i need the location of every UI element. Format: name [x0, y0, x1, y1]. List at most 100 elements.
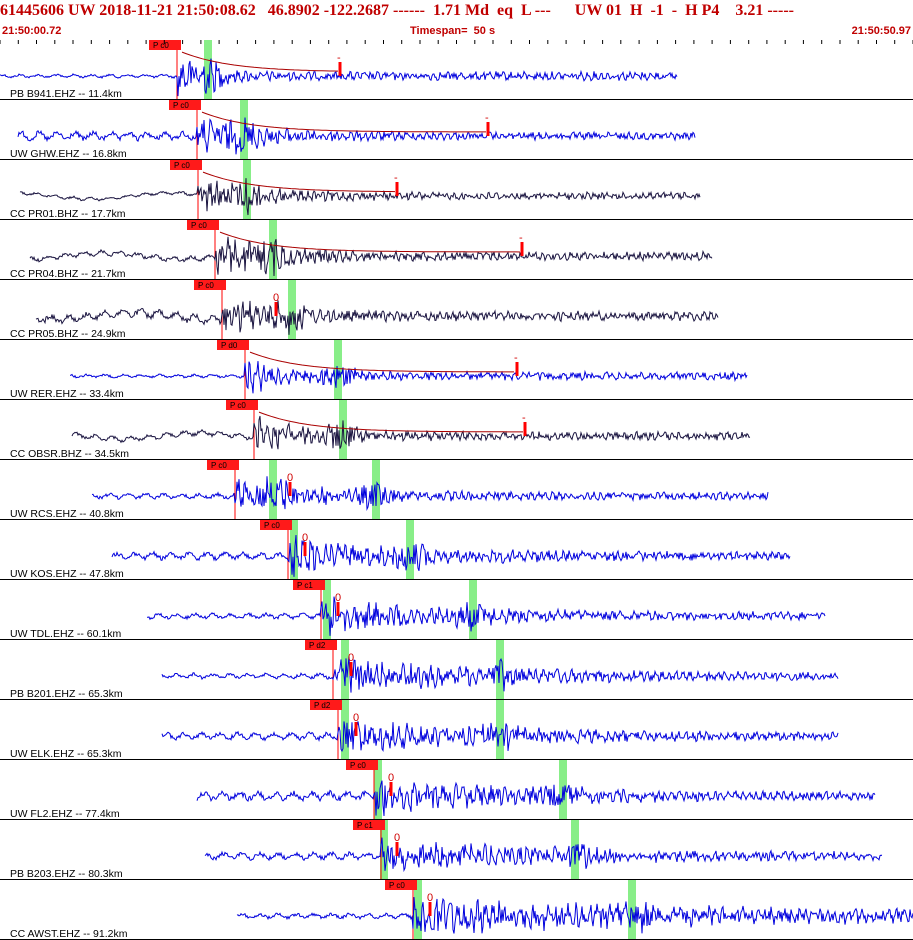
trace-row[interactable]: 0 P d2 PB B201.EHZ -- 65.3km	[0, 640, 913, 700]
waveform	[161, 721, 839, 753]
phase-window	[380, 820, 388, 880]
trace-row[interactable]: - P c0 CC PR04.BHZ -- 21.7km	[0, 220, 913, 280]
phase-window	[290, 520, 298, 580]
station-label: PB B203.EHZ -- 80.3km	[10, 868, 123, 880]
pick-tag[interactable]	[217, 340, 249, 350]
trace-row[interactable]: 0 P c1 PB B203.EHZ -- 80.3km	[0, 820, 913, 880]
pick-tag-label: P c0	[198, 281, 214, 290]
coda-marker-label: 0	[273, 292, 279, 304]
coda-marker[interactable]	[274, 302, 278, 316]
coda-marker[interactable]	[486, 122, 490, 136]
coda-marker[interactable]	[349, 662, 353, 676]
coda-curve	[249, 351, 514, 373]
phase-window	[240, 100, 248, 160]
pick-tag-label: P d2	[314, 701, 331, 710]
trace-row[interactable]: - P c0 CC OBSR.BHZ -- 34.5km	[0, 400, 913, 460]
coda-marker[interactable]	[523, 422, 527, 436]
coda-marker[interactable]	[354, 722, 358, 736]
coda-marker-label: 0	[302, 532, 308, 544]
station-label: UW ELK.EHZ -- 65.3km	[10, 748, 122, 760]
seismogram-canvas[interactable]: - P c0 PB B941.EHZ -- 11.4km - P c0 UW GHW.EH…	[0, 40, 913, 940]
phase-window	[414, 880, 422, 940]
phase-window	[334, 340, 342, 400]
trace-row[interactable]: 0 P c0 UW RCS.EHZ -- 40.8km	[0, 460, 913, 520]
pick-tag[interactable]	[169, 100, 201, 110]
pick-tag[interactable]	[346, 760, 378, 770]
waveform	[236, 897, 913, 934]
waveform	[19, 178, 701, 216]
waveform	[35, 300, 719, 335]
waveform	[70, 361, 748, 394]
coda-marker[interactable]	[395, 182, 399, 196]
coda-marker-label: -	[522, 412, 526, 424]
pick-tag-label: P c0	[174, 161, 190, 170]
pick-tag[interactable]	[353, 820, 385, 830]
phase-window	[341, 640, 349, 700]
pick-tag-label: P c1	[297, 581, 313, 590]
trace-row[interactable]: - P c0 UW GHW.EHZ -- 16.8km	[0, 100, 913, 160]
coda-curve	[219, 231, 521, 253]
pick-tag[interactable]	[260, 520, 292, 530]
coda-marker-label: 0	[348, 652, 354, 664]
pick-tag[interactable]	[207, 460, 239, 470]
pick-tag[interactable]	[385, 880, 417, 890]
phase-window	[496, 700, 504, 760]
pick-tag[interactable]	[187, 220, 219, 230]
station-label: CC PR01.BHZ -- 17.7km	[10, 208, 126, 220]
phase-window	[243, 160, 251, 220]
coda-marker[interactable]	[428, 902, 432, 916]
waveform	[146, 596, 826, 636]
coda-marker-label: -	[337, 52, 341, 64]
coda-marker[interactable]	[395, 842, 399, 856]
start-time: 21:50:00.72	[2, 25, 62, 37]
trace-row[interactable]: 0 P c0 CC PR05.BHZ -- 24.9km	[0, 280, 913, 340]
event-header: 61445606 UW 2018-11-21 21:50:08.62 46.89…	[0, 0, 913, 41]
pick-tag-label: P d0	[221, 341, 238, 350]
trace-row[interactable]: 0 P c0 UW FL2.EHZ -- 77.4km	[0, 760, 913, 820]
pick-tag-label: P c0	[191, 221, 207, 230]
phase-window	[372, 460, 380, 520]
trace-row[interactable]: 0 P d2 UW ELK.EHZ -- 65.3km	[0, 700, 913, 760]
waveform	[29, 236, 713, 277]
pick-tag[interactable]	[170, 160, 202, 170]
pick-tag[interactable]	[149, 40, 181, 50]
trace-row[interactable]: - P c0 PB B941.EHZ -- 11.4km	[0, 40, 913, 100]
trace-row[interactable]: 0 P c1 UW TDL.EHZ -- 60.1km	[0, 580, 913, 640]
coda-marker[interactable]	[336, 602, 340, 616]
coda-marker[interactable]	[520, 242, 524, 256]
coda-marker-label: -	[394, 172, 398, 184]
station-label: UW RCS.EHZ -- 40.8km	[10, 508, 124, 520]
trace-row[interactable]: - P d0 UW RER.EHZ -- 33.4km	[0, 340, 913, 400]
coda-marker[interactable]	[303, 542, 307, 556]
coda-marker[interactable]	[389, 782, 393, 796]
pick-tag-label: P c0	[173, 101, 189, 110]
coda-marker[interactable]	[288, 482, 292, 496]
trace-row[interactable]: - P c0 CC PR01.BHZ -- 17.7km	[0, 160, 913, 220]
seismogram-panel[interactable]: - P c0 PB B941.EHZ -- 11.4km - P c0 UW GHW.EH…	[0, 40, 913, 940]
coda-marker-label: 0	[335, 592, 341, 604]
pick-tag[interactable]	[293, 580, 325, 590]
coda-marker[interactable]	[338, 62, 342, 76]
phase-window	[571, 820, 579, 880]
phase-window	[269, 460, 277, 520]
coda-marker-label: 0	[388, 772, 394, 784]
pick-tag[interactable]	[310, 700, 342, 710]
pick-tag[interactable]	[194, 280, 226, 290]
coda-curve	[202, 171, 396, 193]
pick-tag[interactable]	[226, 400, 258, 410]
coda-marker-label: -	[514, 352, 518, 364]
waveform	[0, 58, 678, 97]
station-label: UW KOS.EHZ -- 47.8km	[10, 568, 124, 580]
station-label: CC AWST.EHZ -- 91.2km	[10, 928, 128, 940]
station-label: PB B941.EHZ -- 11.4km	[10, 88, 122, 100]
phase-window	[288, 280, 296, 340]
pick-tag[interactable]	[305, 640, 337, 650]
coda-curve	[201, 111, 486, 133]
coda-marker-label: 0	[287, 472, 293, 484]
timespan-label: Timespan= 50 s	[410, 25, 496, 37]
station-label: CC OBSR.BHZ -- 34.5km	[10, 448, 129, 460]
trace-row[interactable]: 0 P c0 CC AWST.EHZ -- 91.2km	[0, 880, 913, 940]
phase-window	[406, 520, 414, 580]
trace-row[interactable]: 0 P c0 UW KOS.EHZ -- 47.8km	[0, 520, 913, 580]
coda-marker[interactable]	[515, 362, 519, 376]
